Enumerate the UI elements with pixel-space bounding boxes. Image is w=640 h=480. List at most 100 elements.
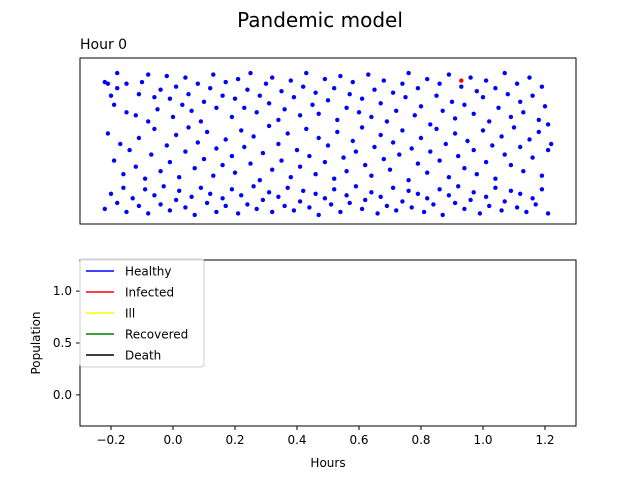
healthy-point	[456, 184, 461, 189]
healthy-point	[477, 211, 483, 216]
healthy-point	[335, 117, 340, 123]
healthy-point	[480, 95, 486, 100]
healthy-point	[440, 108, 445, 114]
healthy-point	[493, 176, 498, 181]
healthy-point	[285, 185, 290, 190]
healthy-point	[124, 110, 129, 115]
healthy-point	[161, 184, 166, 189]
healthy-point	[397, 152, 402, 157]
healthy-point	[350, 79, 355, 85]
healthy-point	[173, 132, 179, 138]
healthy-point	[347, 200, 352, 206]
healthy-point	[409, 146, 414, 151]
healthy-point	[549, 141, 554, 147]
healthy-point	[146, 119, 151, 124]
healthy-point	[245, 202, 250, 207]
healthy-point	[242, 105, 247, 111]
healthy-point	[344, 193, 349, 198]
healthy-point	[514, 205, 520, 210]
healthy-point	[136, 203, 142, 209]
healthy-point	[121, 185, 126, 190]
scatter-title: Hour 0	[80, 37, 127, 53]
healthy-point	[313, 90, 318, 95]
healthy-point	[480, 128, 486, 133]
healthy-point	[462, 206, 467, 212]
healthy-point	[189, 108, 194, 114]
healthy-point	[474, 172, 479, 177]
healthy-point	[297, 113, 303, 118]
healthy-point	[115, 200, 120, 206]
healthy-point	[142, 176, 148, 181]
healthy-point	[452, 200, 458, 206]
healthy-point	[545, 211, 551, 216]
healthy-point	[208, 86, 213, 91]
healthy-point	[195, 140, 200, 145]
healthy-point	[328, 202, 334, 207]
healthy-point	[400, 128, 405, 133]
healthy-point	[220, 162, 225, 168]
healthy-point	[452, 131, 458, 136]
healthy-point	[220, 196, 225, 201]
healthy-point	[242, 144, 247, 150]
healthy-point	[449, 99, 455, 105]
healthy-point	[462, 102, 467, 108]
healthy-point	[133, 164, 138, 169]
healthy-point	[530, 155, 535, 160]
healthy-point	[539, 84, 545, 89]
y-axis-ticks: 0.0 0.5 1.0	[53, 284, 80, 402]
healthy-point	[369, 114, 374, 120]
healthy-point	[344, 105, 349, 111]
healthy-point	[158, 87, 163, 92]
healthy-point	[192, 212, 197, 218]
healthy-point	[133, 113, 138, 118]
healthy-point	[276, 117, 281, 123]
healthy-point	[167, 96, 173, 101]
healthy-point	[251, 184, 256, 189]
healthy-point	[111, 158, 117, 163]
healthy-point	[322, 159, 328, 165]
legend-label-death: Death	[125, 349, 161, 363]
healthy-point	[415, 161, 421, 166]
healthy-point	[146, 211, 151, 216]
legend-box	[79, 258, 205, 368]
healthy-point	[276, 194, 281, 199]
healthy-point	[372, 144, 377, 150]
healthy-point	[223, 203, 228, 209]
healthy-point	[521, 169, 526, 174]
healthy-point	[332, 176, 337, 181]
healthy-point	[375, 211, 380, 216]
healthy-point	[406, 70, 411, 76]
healthy-point	[307, 205, 312, 210]
y-axis-label: Population	[29, 311, 43, 374]
healthy-point	[146, 72, 151, 77]
healthy-point	[505, 92, 510, 97]
healthy-point	[316, 135, 321, 141]
healthy-point	[332, 86, 337, 91]
healthy-point	[115, 70, 120, 76]
healthy-point	[276, 141, 281, 147]
scatter-frame	[79, 57, 577, 225]
healthy-point	[164, 143, 169, 148]
healthy-point	[527, 137, 532, 142]
healthy-point	[142, 187, 148, 192]
legend-label-infected: Infected	[125, 286, 174, 300]
healthy-point	[167, 159, 173, 165]
healthy-point	[245, 87, 250, 92]
healthy-point	[115, 86, 120, 91]
healthy-point	[263, 81, 269, 86]
healthy-point	[173, 197, 179, 203]
healthy-point	[248, 70, 253, 76]
healthy-point	[356, 110, 362, 115]
healthy-point	[459, 84, 464, 89]
healthy-point	[465, 138, 470, 144]
y-tick-label: 1.0	[53, 284, 72, 298]
healthy-point	[418, 135, 424, 141]
healthy-point	[229, 153, 235, 159]
healthy-point	[282, 203, 287, 209]
healthy-point	[239, 193, 244, 198]
healthy-point	[378, 194, 383, 199]
x-tick-label: 0.0	[163, 433, 182, 447]
healthy-point	[152, 193, 157, 198]
healthy-point	[400, 199, 405, 204]
healthy-point	[177, 175, 182, 180]
